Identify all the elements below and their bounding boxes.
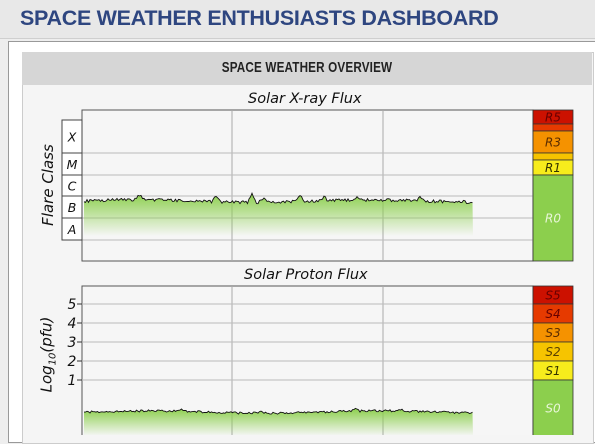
xray-plot-area: [81, 109, 534, 262]
dashboard-header: SPACE WEATHER ENTHUSIASTS DASHBOARD: [0, 0, 595, 39]
flare-class-label: M: [67, 157, 78, 172]
proton-y-ticks: 5 4 3 2 1: [68, 297, 82, 389]
scale-level-box: [532, 379, 574, 435]
y-tick-label: 5: [68, 297, 77, 313]
y-tick-label: 1: [68, 373, 77, 389]
dashboard-title: SPACE WEATHER ENTHUSIASTS DASHBOARD: [20, 6, 499, 30]
flux-line: [83, 191, 473, 205]
scale-level-label: S4: [545, 307, 560, 321]
scale-level-box: [532, 152, 574, 161]
xray-flux-trace: [83, 191, 473, 236]
flux-area-fill: [84, 408, 473, 435]
y-tick-label: 4: [68, 316, 77, 332]
proton-chart: 5 4 3 2 1 S5 S4 S3 S2 S1 S0: [68, 285, 574, 435]
scale-level-label: S5: [545, 289, 560, 303]
flux-area-fill: [84, 193, 473, 236]
scale-level-label: S2: [545, 345, 560, 359]
scale-level-label: S0: [545, 402, 561, 416]
scale-level-label: R1: [545, 161, 561, 175]
flare-class-label: X: [67, 130, 77, 145]
scale-level-label: S1: [545, 364, 560, 378]
scale-level-label: R0: [545, 212, 561, 226]
proton-radiation-storm-scale: S5 S4 S3 S2 S1 S0: [532, 285, 574, 435]
flare-class-box: [61, 217, 83, 241]
y-tick-label: 2: [68, 354, 77, 370]
scale-level-label: S3: [545, 326, 560, 340]
flare-class-label: C: [68, 179, 77, 194]
flare-class-label: A: [67, 222, 77, 237]
scale-level-label: R5: [545, 111, 561, 125]
proton-flux-trace: [84, 407, 473, 435]
proton-grid: [82, 286, 533, 435]
xray-radio-blackout-scale: R5 R3 R1 R0: [532, 109, 574, 262]
scale-level-box: [532, 123, 574, 132]
scale-level-label: R3: [545, 136, 561, 150]
overview-panel-header: SPACE WEATHER OVERVIEW: [22, 52, 592, 85]
overview-panel-title: SPACE WEATHER OVERVIEW: [221, 59, 393, 76]
scale-level-box: [532, 174, 574, 262]
proton-chart-title: Solar Proton Flux: [244, 267, 368, 283]
xray-chart-title: Solar X-ray Flux: [248, 91, 362, 107]
flux-line: [84, 407, 473, 415]
flare-class-label: B: [68, 200, 77, 215]
y-tick-label: 3: [68, 335, 77, 351]
